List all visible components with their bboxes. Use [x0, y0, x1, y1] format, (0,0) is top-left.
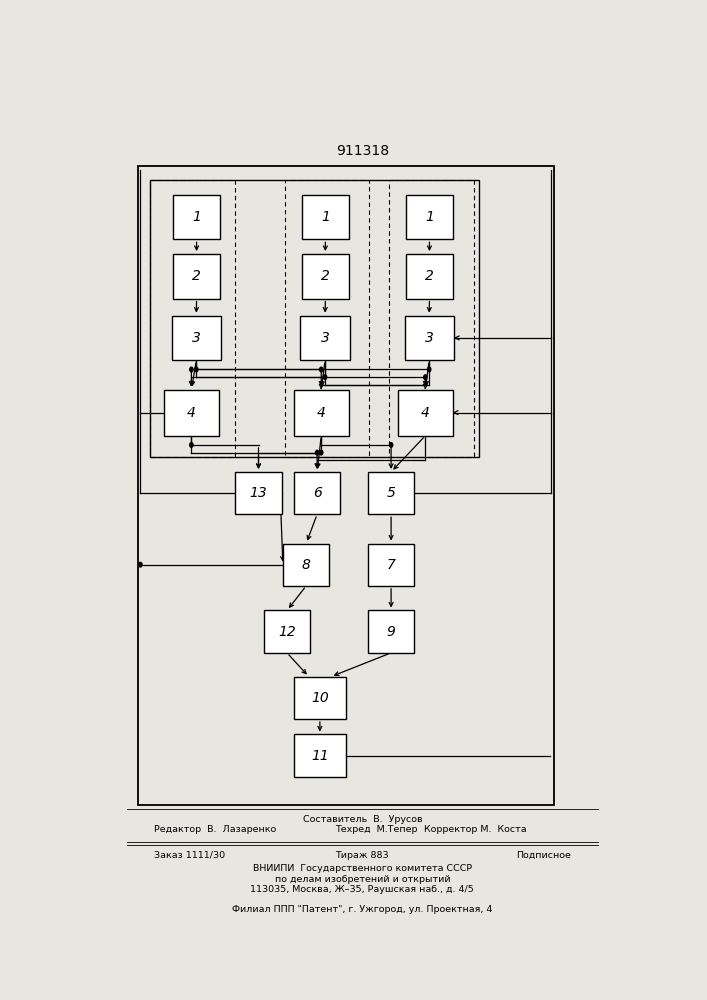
Circle shape — [194, 367, 198, 372]
FancyBboxPatch shape — [368, 544, 414, 586]
FancyBboxPatch shape — [264, 610, 310, 653]
Text: 6: 6 — [312, 486, 322, 500]
Text: Составитель  В.  Урусов: Составитель В. Урусов — [303, 815, 422, 824]
FancyBboxPatch shape — [407, 195, 452, 239]
FancyBboxPatch shape — [404, 316, 454, 360]
Text: 5: 5 — [387, 486, 395, 500]
Circle shape — [189, 443, 193, 447]
Text: Подписное: Подписное — [515, 851, 571, 860]
FancyBboxPatch shape — [283, 544, 329, 586]
FancyBboxPatch shape — [368, 472, 414, 514]
Text: 911318: 911318 — [336, 144, 389, 158]
Text: 3: 3 — [192, 331, 201, 345]
FancyBboxPatch shape — [173, 195, 220, 239]
Circle shape — [139, 562, 142, 567]
FancyBboxPatch shape — [398, 390, 452, 436]
Text: 1: 1 — [425, 210, 434, 224]
Text: 10: 10 — [311, 691, 329, 705]
Text: Техред  М.Тепер: Техред М.Тепер — [335, 825, 417, 834]
Text: 2: 2 — [425, 269, 434, 283]
FancyBboxPatch shape — [407, 254, 452, 299]
Circle shape — [390, 443, 393, 447]
FancyBboxPatch shape — [302, 254, 349, 299]
FancyBboxPatch shape — [172, 316, 221, 360]
Text: Редактор  В.  Лазаренко: Редактор В. Лазаренко — [154, 825, 276, 834]
Circle shape — [320, 367, 323, 372]
FancyBboxPatch shape — [302, 195, 349, 239]
Circle shape — [428, 367, 431, 372]
Text: 2: 2 — [321, 269, 329, 283]
Circle shape — [423, 375, 427, 379]
FancyBboxPatch shape — [368, 610, 414, 653]
Text: 12: 12 — [278, 625, 296, 639]
Circle shape — [323, 375, 327, 379]
Text: 4: 4 — [317, 406, 326, 420]
FancyBboxPatch shape — [173, 254, 220, 299]
Circle shape — [320, 450, 323, 455]
Text: Корректор М.  Коста: Корректор М. Коста — [424, 825, 527, 834]
Text: 7: 7 — [387, 558, 395, 572]
FancyBboxPatch shape — [294, 677, 346, 719]
Text: 2: 2 — [192, 269, 201, 283]
Text: 4: 4 — [187, 406, 196, 420]
Text: Тираж 883: Тираж 883 — [336, 851, 389, 860]
Text: 4: 4 — [421, 406, 430, 420]
Circle shape — [315, 450, 319, 455]
FancyBboxPatch shape — [300, 316, 350, 360]
Text: 13: 13 — [250, 486, 267, 500]
Text: 113035, Москва, Ж–35, Раушская наб., д. 4/5: 113035, Москва, Ж–35, Раушская наб., д. … — [250, 886, 474, 895]
Text: 1: 1 — [321, 210, 329, 224]
Text: 3: 3 — [321, 331, 329, 345]
Text: Филиал ППП "Патент", г. Ужгород, ул. Проектная, 4: Филиал ППП "Патент", г. Ужгород, ул. Про… — [232, 905, 493, 914]
Text: Заказ 1111/30: Заказ 1111/30 — [154, 851, 226, 860]
Text: ВНИИПИ  Государственного комитета СССР: ВНИИПИ Государственного комитета СССР — [253, 864, 472, 873]
Text: 3: 3 — [425, 331, 433, 345]
FancyBboxPatch shape — [294, 734, 346, 777]
Text: 11: 11 — [311, 749, 329, 763]
FancyBboxPatch shape — [294, 472, 341, 514]
Text: 9: 9 — [387, 625, 395, 639]
Circle shape — [189, 367, 193, 372]
FancyBboxPatch shape — [294, 390, 349, 436]
Text: по делам изобретений и открытий: по делам изобретений и открытий — [274, 875, 450, 884]
Text: 1: 1 — [192, 210, 201, 224]
Text: 8: 8 — [302, 558, 310, 572]
FancyBboxPatch shape — [235, 472, 282, 514]
FancyBboxPatch shape — [164, 390, 218, 436]
